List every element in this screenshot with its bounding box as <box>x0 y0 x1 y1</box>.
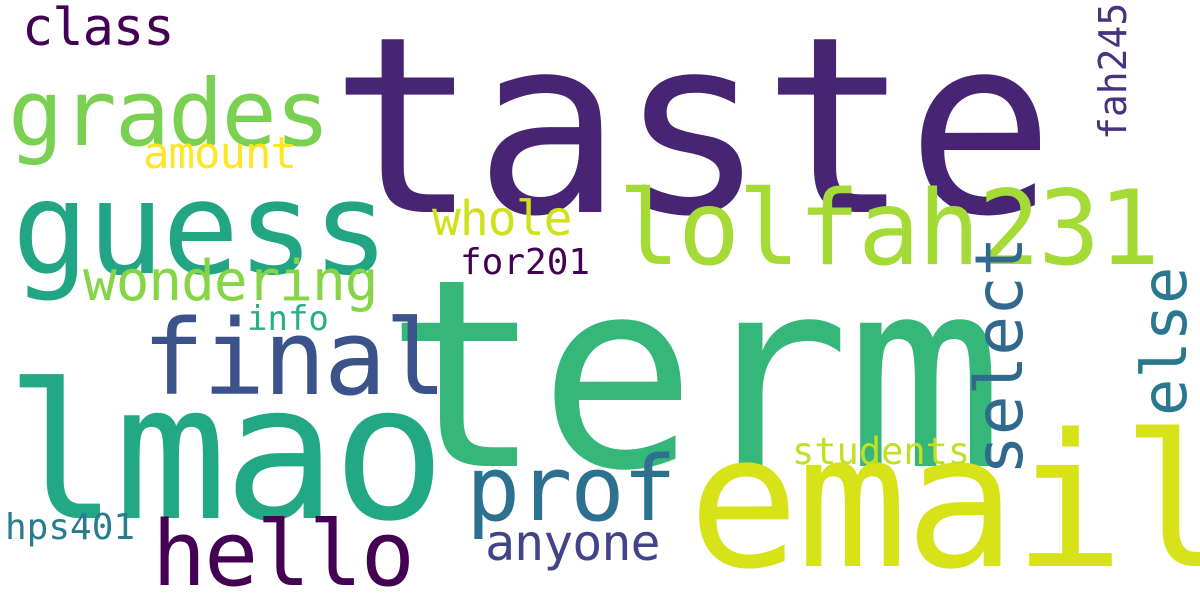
word-final: final <box>142 297 447 419</box>
word-term: term <box>385 223 1004 528</box>
word-anyone: anyone <box>485 514 661 572</box>
word-email: email <box>688 394 1200 600</box>
word-whole: whole <box>432 191 572 247</box>
word-select: select <box>961 236 1038 475</box>
word-grades: grades <box>8 60 330 167</box>
word-lolfah231: lolfah231 <box>618 169 1160 289</box>
word-class: class <box>22 0 175 58</box>
word-prof: prof <box>466 437 677 542</box>
word-amount: amount <box>143 128 297 179</box>
word-else: else <box>1128 266 1200 416</box>
word-wondering: wondering <box>83 249 378 314</box>
word-students: students <box>792 430 971 473</box>
word-taste: taste <box>330 0 1055 271</box>
word-guess: guess <box>12 155 389 304</box>
word-fah245: fah245 <box>1091 2 1135 140</box>
word-lmao: lmao <box>5 344 446 563</box>
word-info: info <box>247 299 329 339</box>
word-hps401: hps401 <box>5 507 136 548</box>
word-hello: hello <box>152 502 415 600</box>
word-for201: for201 <box>460 242 591 283</box>
